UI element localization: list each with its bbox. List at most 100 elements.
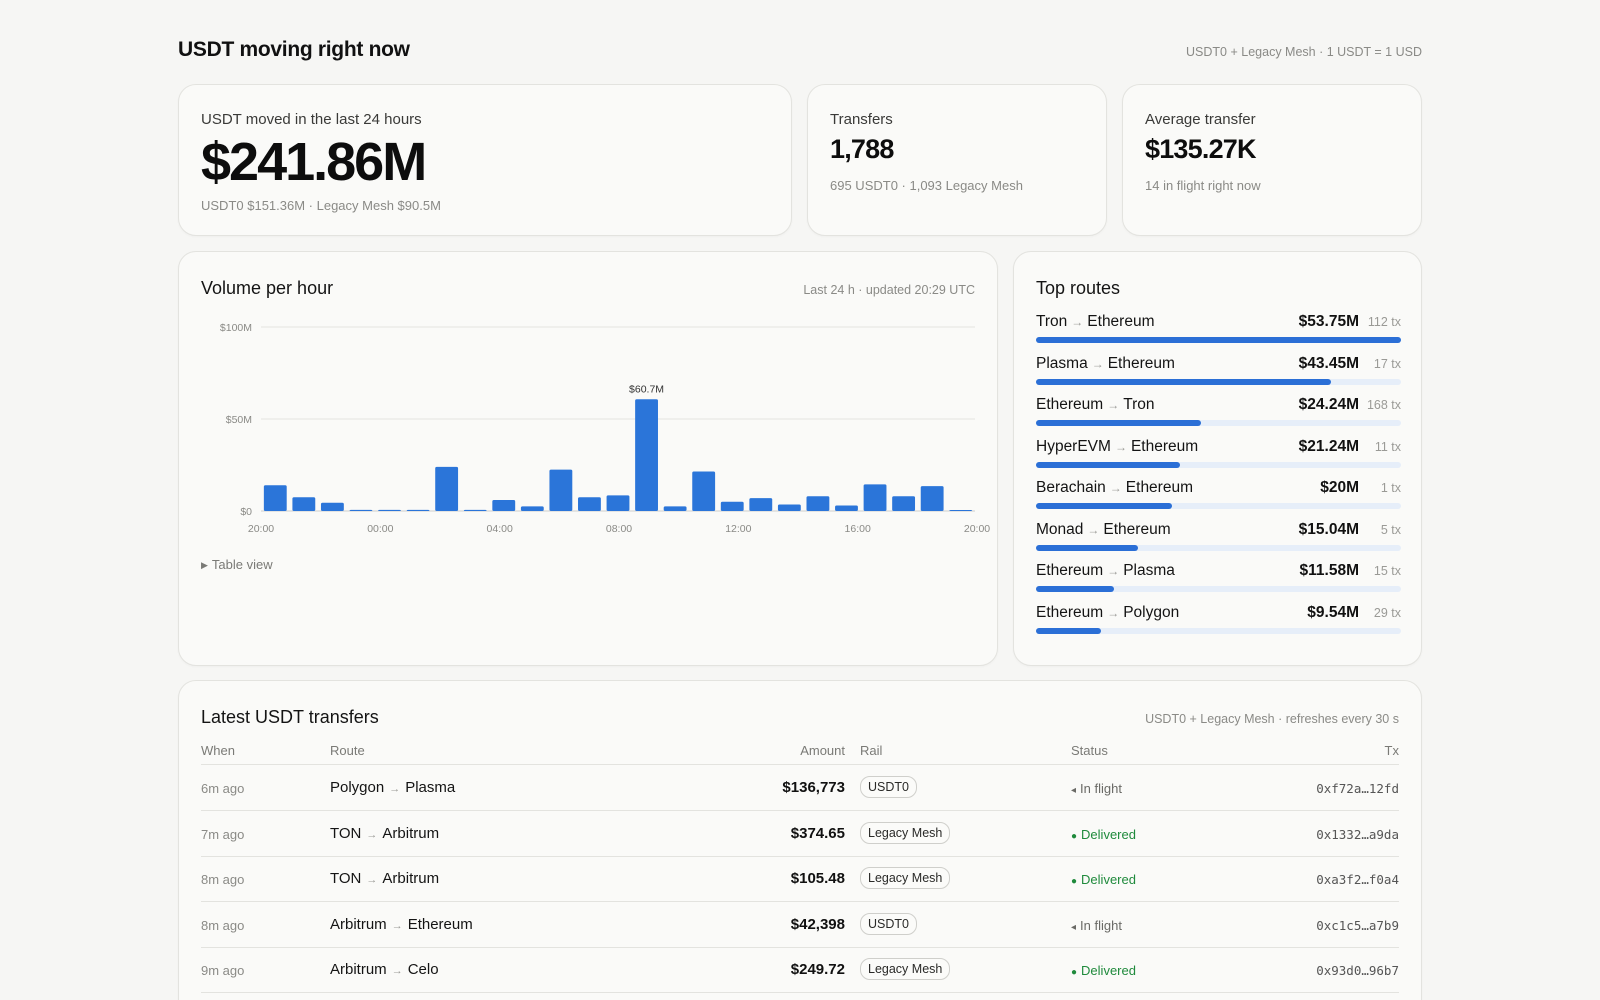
route-row[interactable]: Ethereum → Plasma $11.58M 15 tx: [1036, 562, 1401, 604]
status-label: Delivered: [1081, 872, 1136, 887]
volume-bar[interactable]: [578, 497, 601, 511]
volume-bar[interactable]: [892, 496, 916, 511]
delivered-dot-icon: ●: [1071, 876, 1078, 887]
route-to: Plasma: [1123, 562, 1175, 579]
delivered-dot-icon: ●: [1071, 967, 1078, 978]
volume-meta: Last 24 h · updated 20:29 UTC: [803, 283, 975, 297]
col-rail[interactable]: Rail: [860, 743, 883, 758]
route-from: Arbitrum: [330, 961, 387, 978]
route-name: Ethereum → Plasma: [1036, 562, 1175, 580]
volume-bar[interactable]: [549, 469, 573, 511]
volume-bar[interactable]: [720, 501, 744, 511]
volume-bar[interactable]: [520, 506, 544, 511]
route-tx-count: 1 tx: [1380, 481, 1401, 495]
cell-rail: USDT0: [860, 912, 917, 935]
route-from: Ethereum: [1036, 603, 1104, 621]
route-row[interactable]: Tron → Ethereum $53.75M 112 tx: [1036, 313, 1401, 355]
cell-tx-hash[interactable]: 0xc1c5…a7b9: [1316, 917, 1399, 933]
col-when[interactable]: When: [201, 743, 235, 758]
table-row[interactable]: 7m ago TON → Arbitrum $374.65 Legacy Mesh ● Del…: [201, 811, 1399, 857]
volume-bar[interactable]: [635, 399, 658, 511]
volume-bar[interactable]: [435, 466, 459, 511]
route-from: Arbitrum: [330, 915, 387, 933]
volume-bar[interactable]: [492, 499, 516, 511]
volume-bar[interactable]: [320, 502, 344, 511]
kpi-transfers-label: Transfers: [830, 111, 893, 128]
table-row[interactable]: 6m ago Polygon → Plasma $136,773 USDT0 ◂ In fli…: [201, 765, 1399, 811]
route-amount: $15.04M: [1298, 520, 1359, 538]
cell-amount: $136,773: [782, 779, 845, 796]
volume-bar[interactable]: [920, 486, 944, 511]
route-row[interactable]: Ethereum → Polygon $9.54M 29 tx: [1036, 604, 1401, 646]
status-label: Delivered: [1081, 826, 1136, 842]
kpi-card-average: Average transfer $135.27K 14 in flight r…: [1122, 84, 1422, 236]
cell-rail: Legacy Mesh: [860, 821, 951, 844]
volume-bar[interactable]: [406, 509, 430, 511]
table-header: When Route Amount Rail Status Tx: [201, 743, 1399, 765]
latest-transfers-card: Latest USDT transfers USDT0 + Legacy Mes…: [178, 680, 1422, 1000]
volume-bar[interactable]: [692, 471, 716, 511]
kpi-volume-value: $241.86M: [201, 132, 427, 192]
table-row[interactable]: 9m ago Arbitrum → Celo $249.72 Legacy Mesh ● De…: [201, 947, 1399, 993]
table-row[interactable]: 8m ago TON → Arbitrum $105.48 Legacy Mesh ● Del…: [201, 856, 1399, 902]
cell-rail: Legacy Mesh: [860, 958, 951, 980]
cell-tx-hash[interactable]: 0xa3f2…f0a4: [1316, 872, 1399, 887]
route-share-bar: [1036, 337, 1401, 343]
volume-bar[interactable]: [606, 495, 630, 511]
col-route[interactable]: Route: [330, 743, 365, 758]
route-share-track: [1036, 461, 1401, 468]
route-share-track: [1036, 544, 1401, 551]
y-tick-label: $0: [240, 506, 252, 518]
route-share-track: [1036, 378, 1401, 385]
volume-bar[interactable]: [263, 485, 287, 511]
y-tick-label: $50M: [226, 414, 252, 426]
volume-bar[interactable]: [378, 509, 401, 511]
cell-rail: Legacy Mesh: [860, 867, 951, 889]
route-to: Ethereum: [1107, 354, 1175, 372]
peak-value-label: $60.7M: [629, 383, 664, 395]
route-tx-count: 29 tx: [1373, 605, 1401, 620]
kpi-average-value: $135.27K: [1145, 134, 1257, 164]
cell-route: TON → Arbitrum: [330, 825, 439, 842]
route-from: HyperEVM: [1036, 437, 1111, 455]
volume-bar[interactable]: [777, 504, 801, 511]
route-name: Berachain → Ethereum: [1036, 479, 1193, 497]
volume-bar[interactable]: [949, 510, 973, 511]
volume-bar[interactable]: [835, 505, 858, 511]
kpi-card-volume: USDT moved in the last 24 hours $241.86M…: [178, 84, 792, 236]
route-to: Ethereum: [1103, 520, 1171, 538]
route-row[interactable]: HyperEVM → Ethereum $21.24M 11 tx: [1036, 438, 1401, 480]
route-tx-count: 11 tx: [1374, 439, 1401, 454]
volume-bar[interactable]: [806, 496, 830, 511]
cell-when: 8m ago: [201, 917, 245, 933]
cell-rail: USDT0: [860, 776, 917, 798]
cell-when: 9m ago: [201, 963, 245, 978]
route-row[interactable]: Berachain → Ethereum $20M 1 tx: [1036, 479, 1401, 521]
volume-bar[interactable]: [349, 509, 373, 511]
route-row[interactable]: Monad → Ethereum $15.04M 5 tx: [1036, 521, 1401, 563]
col-tx[interactable]: Tx: [1384, 743, 1399, 758]
arrow-right-icon: →: [1091, 356, 1104, 371]
route-row[interactable]: Ethereum → Tron $24.24M 168 tx: [1036, 396, 1401, 438]
route-share-bar: [1036, 627, 1101, 634]
cell-tx-hash[interactable]: 0x93d0…96b7: [1316, 963, 1399, 978]
x-tick-label: 16:00: [845, 523, 871, 535]
col-status[interactable]: Status: [1071, 743, 1108, 758]
rail-badge: USDT0: [860, 776, 917, 798]
col-amount[interactable]: Amount: [800, 743, 845, 758]
table-view-toggle[interactable]: ▶ Table view: [201, 557, 273, 572]
cell-status: ◂ In flight: [1071, 781, 1122, 796]
volume-bar[interactable]: [663, 506, 687, 511]
volume-bar[interactable]: [863, 484, 887, 511]
cell-tx-hash[interactable]: 0xf72a…12fd: [1316, 781, 1399, 796]
volume-bar[interactable]: [292, 497, 316, 511]
route-amount: $21.24M: [1298, 437, 1359, 455]
route-from: Polygon: [330, 779, 385, 796]
cell-tx-hash[interactable]: 0x1332…a9da: [1316, 826, 1399, 842]
volume-bar[interactable]: [749, 498, 773, 511]
arrow-right-icon: →: [1071, 315, 1084, 329]
volume-bar[interactable]: [463, 509, 487, 511]
route-row[interactable]: Plasma → Ethereum $43.45M 17 tx: [1036, 355, 1401, 397]
table-row[interactable]: 8m ago Arbitrum → Ethereum $42,398 USDT0 ◂ In f…: [201, 902, 1399, 948]
route-to: Celo: [407, 961, 439, 978]
